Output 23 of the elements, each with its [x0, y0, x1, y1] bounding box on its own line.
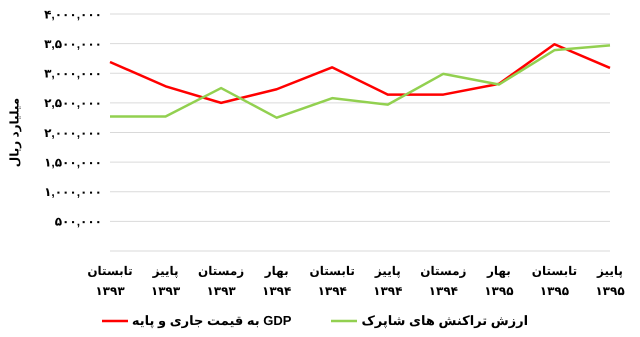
x-tick-label: پاییز ۱۳۹۳	[150, 264, 181, 298]
legend-label: ارزش تراکنش های شاپرک	[361, 313, 528, 329]
line-series	[108, 44, 612, 119]
x-tick-label: زمستان ۱۳۹۴	[420, 264, 467, 298]
y-tick-label: ۴,۰۰۰,۰۰۰	[44, 7, 102, 22]
legend-label: GDP به قیمت جاری و پایه	[132, 313, 292, 329]
line-series	[108, 42, 612, 104]
x-tick-label: بهار ۱۳۹۵	[484, 264, 514, 298]
y-axis-title: میلیارد ریال	[7, 98, 22, 168]
x-tick-label: تابستان ۱۳۹۴	[310, 264, 355, 298]
y-tick-label: ۱,۵۰۰,۰۰۰	[44, 155, 102, 170]
x-tick-label: پاییز ۱۳۹۵	[595, 264, 625, 298]
y-tick-label: ۳,۰۰۰,۰۰۰	[44, 66, 102, 81]
y-tick-label: ۵۰۰,۰۰۰	[54, 214, 102, 229]
x-tick-label: پاییز ۱۳۹۴	[373, 264, 402, 298]
y-tick-label: ۳,۵۰۰,۰۰۰	[44, 36, 102, 51]
y-tick-label: ۲,۵۰۰,۰۰۰	[44, 96, 102, 110]
x-tick-label: تابستان ۱۳۹۵	[532, 264, 578, 298]
x-tick-label: زمستان ۱۳۹۳	[198, 264, 244, 298]
x-tick-label: تابستان ۱۳۹۳	[87, 264, 133, 298]
x-tick-label: بهار ۱۳۹۴	[262, 264, 292, 298]
y-tick-label: ۱,۰۰۰,۰۰۰	[44, 185, 102, 200]
y-tick-label: ۲,۰۰۰,۰۰۰	[44, 126, 102, 140]
